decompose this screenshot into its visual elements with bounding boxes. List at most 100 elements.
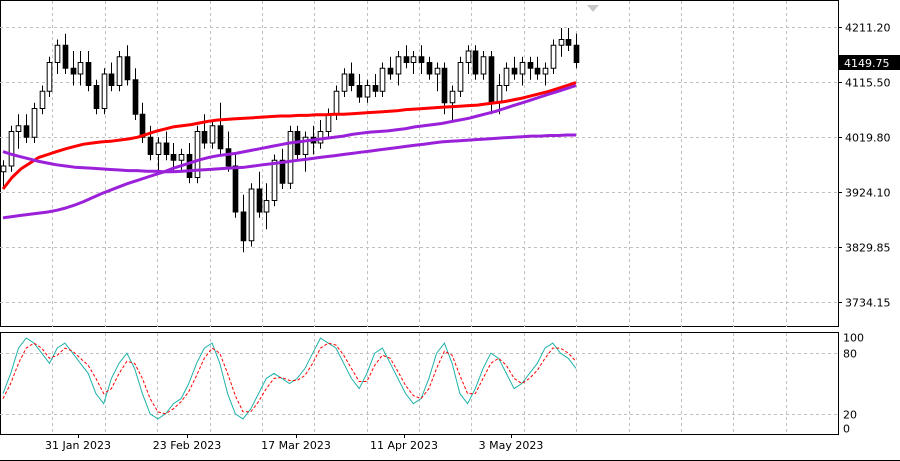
moving-average-line [1,81,577,190]
candle[interactable] [93,79,100,115]
candle[interactable] [124,45,131,86]
candle-body-bull [31,108,38,138]
candle[interactable] [372,74,379,97]
candle[interactable] [341,68,348,97]
price-pane[interactable] [0,28,580,253]
candle[interactable] [503,62,510,92]
candle[interactable] [395,51,402,86]
candle[interactable] [519,56,526,86]
candle-body-bull [550,44,557,69]
candle[interactable] [77,51,84,86]
stochastic-signal-line [2,342,577,415]
x-axis-date-label: 23 Feb 2023 [153,439,221,452]
chart-shift-marker-icon[interactable] [587,5,599,12]
oscillator-tick-label: 100 [843,332,864,345]
candle[interactable] [418,45,425,74]
candle[interactable] [0,160,7,189]
stochastic-pane[interactable] [2,337,577,420]
candle[interactable] [240,194,247,253]
candle-body-bear [403,56,410,63]
candle[interactable] [178,148,185,172]
candle[interactable] [457,56,464,97]
candle-body-bull [465,50,472,63]
candle[interactable] [116,51,123,92]
candle[interactable] [23,114,30,143]
candle[interactable] [194,125,201,184]
candle[interactable] [15,114,22,149]
candle-body-bear [108,73,115,86]
candle-body-bear [132,79,139,115]
candle[interactable] [465,45,472,74]
candle[interactable] [527,56,534,80]
candle-body-bear [348,73,355,86]
candle-body-bear [139,113,146,138]
candle[interactable] [155,137,162,172]
candle[interactable] [449,85,456,121]
candle[interactable] [54,39,61,75]
candle[interactable] [85,51,92,92]
candle-body-bull [503,67,510,86]
candle-body-bull [496,85,503,104]
candle-body-bear [527,62,534,69]
candle[interactable] [302,131,309,172]
candle[interactable] [565,28,572,51]
oscillator-tick-label: 80 [843,348,857,361]
candle-body-bull [434,67,441,75]
candle[interactable] [256,171,263,218]
candle-body-bear [225,148,232,167]
candle[interactable] [534,56,541,80]
candle[interactable] [511,56,518,80]
oscillator-pane-frame [0,332,839,435]
candle[interactable] [348,62,355,92]
candle[interactable] [232,154,239,218]
candle[interactable] [364,79,371,103]
candle[interactable] [263,183,270,230]
candle[interactable] [62,33,69,74]
candle[interactable] [201,114,208,149]
candle-body-bear [23,125,30,138]
candle[interactable] [46,56,53,97]
candle[interactable] [403,45,410,69]
moving-average-line [2,133,576,174]
candle[interactable] [573,33,580,69]
candle[interactable] [472,45,479,80]
candle[interactable] [225,131,232,172]
candle[interactable] [163,131,170,161]
candle-body-bull [39,90,46,109]
candle[interactable] [31,102,38,143]
candle[interactable] [279,148,286,189]
candle[interactable] [434,62,441,92]
candle-body-bull [333,90,340,115]
candle-body-bear [186,154,193,178]
candle[interactable] [132,68,139,120]
candle-body-bull [178,154,185,161]
candle[interactable] [70,51,77,86]
candle[interactable] [379,62,386,98]
candle[interactable] [441,62,448,115]
candle[interactable] [480,51,487,80]
candle[interactable] [410,51,417,74]
candle-body-bear [279,159,286,184]
candle[interactable] [558,28,565,57]
candle[interactable] [387,56,394,80]
candle-body-bull [341,73,348,92]
y-tick-label: 4115.50 [845,77,891,90]
candle-body-bear [147,136,154,155]
candle[interactable] [550,39,557,75]
candle-body-bull [379,67,386,92]
candle-body-bull [449,90,456,104]
candle-body-bear [534,67,541,75]
candle[interactable] [426,56,433,80]
candle[interactable] [248,183,255,247]
candle[interactable] [209,120,216,149]
candle[interactable] [101,68,108,115]
candle[interactable] [8,125,15,172]
candle-body-bear [426,62,433,75]
candle[interactable] [108,62,115,92]
candle[interactable] [287,125,294,189]
x-axis-date-label: 11 Apr 2023 [370,439,438,452]
candle[interactable] [356,74,363,103]
candle[interactable] [217,102,224,155]
candle[interactable] [39,85,46,115]
candle[interactable] [542,62,549,86]
